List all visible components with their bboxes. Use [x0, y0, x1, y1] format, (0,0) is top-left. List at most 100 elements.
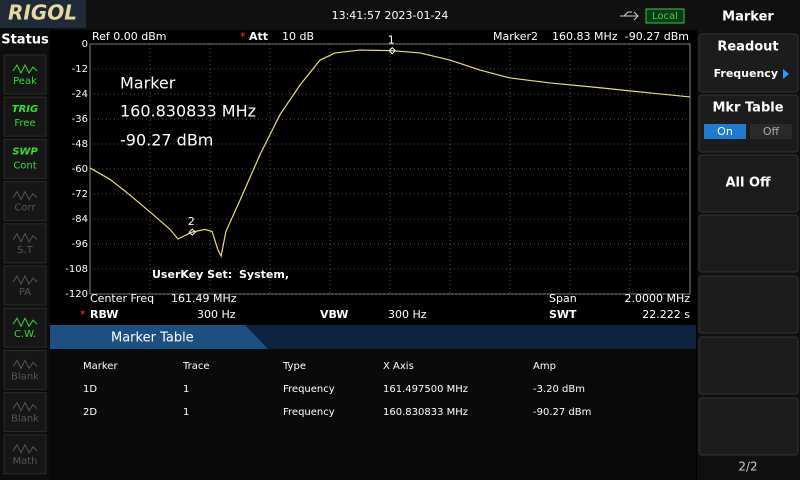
rbw-value: 300 Hz [197, 308, 236, 321]
marker-freq: 160.83 MHz [552, 30, 618, 43]
status-bottom: Free [14, 118, 35, 129]
status-bottom: Corr [14, 203, 36, 214]
y-tick-label: -108 [65, 264, 88, 275]
y-tick-label: -48 [72, 139, 88, 150]
y-tick-label: -120 [65, 289, 88, 300]
menu-button[interactable] [698, 214, 799, 273]
swt-label: SWT [549, 308, 577, 321]
trace [89, 49, 691, 258]
status-items: Peak TRIG Free SWP Cont Corr S.T PA C.W. Blank Bla… [3, 54, 47, 475]
y-tick-label: -96 [72, 239, 88, 250]
menu-button[interactable] [698, 33, 799, 93]
status-bottom: Math [12, 456, 37, 467]
table-cell: 161.497500 MHz [383, 384, 468, 395]
status-item [3, 349, 47, 390]
table-cell: -90.27 dBm [533, 407, 591, 418]
off-label: Off [763, 125, 780, 138]
status-icon [12, 443, 38, 454]
status-icon [12, 317, 38, 328]
usb-icon [620, 11, 639, 21]
annotation: Marker [120, 74, 176, 93]
table-cell: -3.20 dBm [533, 384, 585, 395]
status-icon [12, 63, 38, 75]
status-bottom: Blank [11, 414, 39, 425]
marker-amp: -90.27 dBm [625, 30, 689, 43]
table-cell: Frequency [283, 407, 335, 418]
status-icon [12, 359, 38, 370]
span-value: 2.0000 MHz [624, 292, 690, 305]
table-cell: 1 [183, 407, 189, 418]
menu-label: All Off [725, 176, 771, 191]
rbw-label: RBW [90, 308, 118, 321]
menu-value: Frequency [714, 67, 778, 80]
status-bottom: C.W. [14, 329, 36, 340]
table-tab [50, 325, 268, 349]
status-item [3, 307, 47, 348]
status-bottom: Blank [11, 371, 39, 382]
menu-button[interactable] [698, 154, 799, 213]
mode: Local [652, 11, 678, 22]
ref: Ref 0.00 dBm [92, 30, 167, 43]
marker [388, 46, 396, 55]
y-tick-label: -84 [72, 214, 88, 225]
vbw-label: VBW [320, 308, 348, 321]
annotation: -90.27 dBm [120, 131, 213, 150]
status-top: SWP [12, 146, 38, 157]
menu-button[interactable] [698, 275, 799, 334]
menu-label: Mkr Table [712, 101, 783, 116]
status-bottom: Cont [13, 160, 36, 171]
y-tick-label: 0 [82, 39, 88, 50]
toggle-on[interactable] [704, 124, 746, 139]
status-item [3, 96, 47, 137]
table-header: Trace [182, 361, 210, 372]
status-icon [12, 401, 38, 412]
vbw-value: 300 Hz [388, 308, 427, 321]
span-label: Span [549, 292, 577, 305]
plot: 0 -12 -24 -36 -48 -60 -72 -84 -96 -108 -120 1 2 [65, 34, 691, 300]
menu-title: Marker [722, 10, 774, 25]
status-bottom: PA [19, 287, 31, 298]
top-bar [0, 0, 697, 30]
menu-button[interactable] [698, 397, 799, 456]
userkey-value: System, [239, 268, 289, 281]
status-item [3, 223, 47, 264]
brand: RIGOL [8, 1, 77, 25]
menu-label: Readout [717, 40, 778, 55]
annotation: 160.830833 MHz [120, 102, 256, 121]
logo-box [0, 0, 86, 28]
table-cell: Frequency [283, 384, 335, 395]
marker-table: Marker Trace Type X Axis Amp 1D 1 Frequency 161.… [83, 361, 591, 418]
table-header: Marker [83, 361, 118, 372]
table-title: Marker Table [111, 331, 194, 346]
status-item [3, 392, 47, 433]
status-title: Status [1, 33, 49, 48]
on-label: On [717, 125, 733, 138]
y-tick-label: -60 [72, 164, 88, 175]
table-panel [50, 325, 696, 480]
table-cell: 1 [183, 384, 189, 395]
page-indicator: 2/2 [738, 460, 757, 474]
userkey: UserKey Set: [152, 268, 232, 281]
rbw-flag: * [80, 308, 86, 321]
y-tick-label: -36 [72, 114, 88, 125]
marker-label: Marker2 [493, 30, 538, 43]
table-header: Amp [533, 361, 556, 372]
time: 13:41:57 2023-01-24 [332, 9, 449, 22]
status-icon [12, 274, 38, 286]
center-value: 161.49 MHz [171, 292, 237, 305]
status-item [3, 434, 47, 475]
status-top: TRIG [12, 104, 38, 115]
table-header: X Axis [383, 361, 414, 372]
menu-button[interactable] [698, 336, 799, 395]
status-bottom: Peak [13, 76, 37, 87]
table-cell: 1D [83, 384, 97, 395]
status-item [3, 265, 47, 306]
status-item [3, 54, 47, 95]
att-label: Att [249, 30, 268, 43]
status-icon [12, 190, 38, 201]
toggle-off[interactable] [750, 124, 792, 139]
marker-label: 2 [188, 215, 195, 228]
swt-value: 22.222 s [642, 308, 690, 321]
table-header: Type [282, 361, 306, 372]
